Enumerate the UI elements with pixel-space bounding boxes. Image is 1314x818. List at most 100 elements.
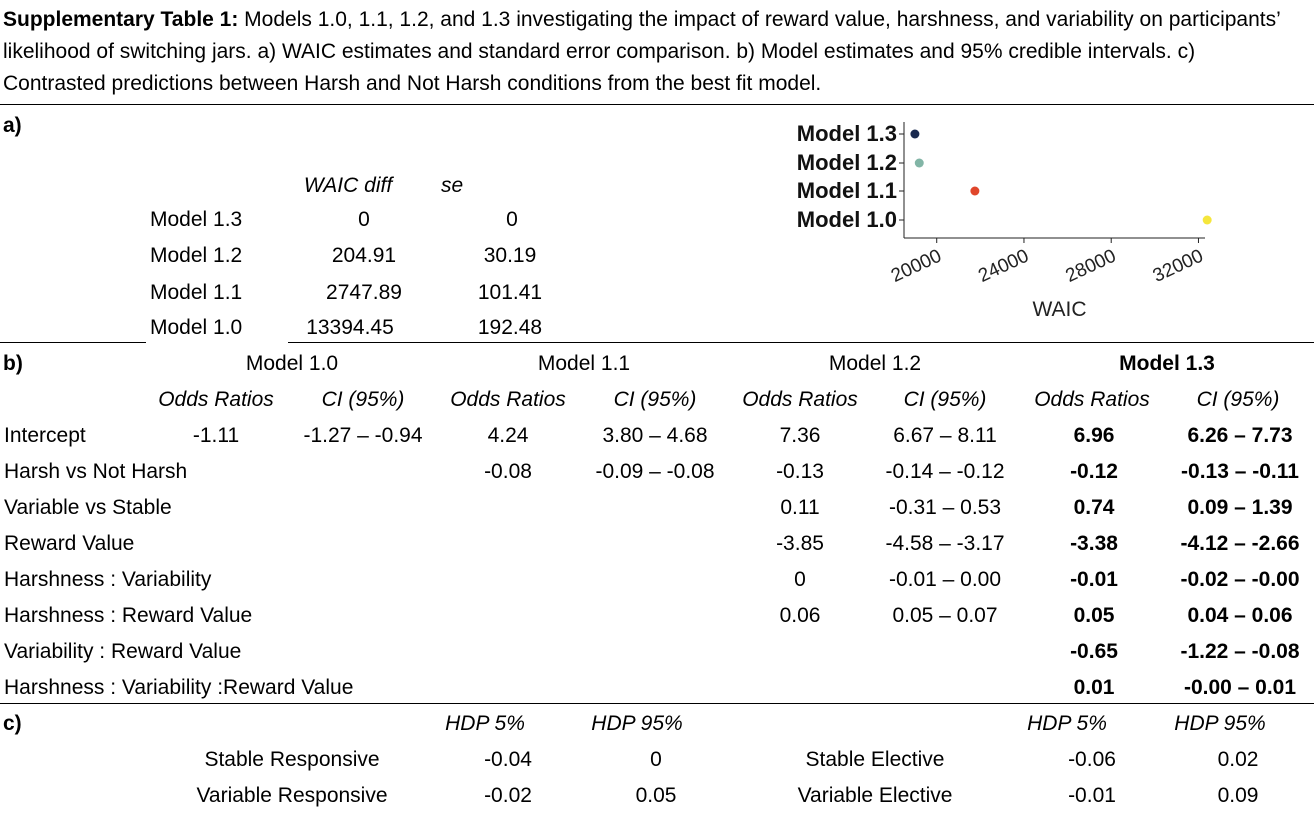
term-label: Harshness : Variability :Reward Value: [4, 676, 354, 699]
x-tick-label: 32000: [1150, 245, 1207, 286]
odds-ratio-cell: 0.01: [1073, 676, 1115, 699]
data-point: [910, 129, 920, 139]
odds-ratio-cell: -3.85: [776, 532, 824, 555]
ci-cell: -1.22 – -0.08: [1180, 640, 1300, 663]
odds-ratio-cell: -0.13: [776, 460, 824, 483]
ci-cell: -0.02 – -0.00: [1180, 568, 1300, 591]
ci-cell: 6.67 – 8.11: [893, 424, 997, 447]
odds-ratio-cell: 0.11: [780, 496, 820, 519]
caption-text: Models 1.0, 1.1, 1.2, and 1.3 investigat…: [3, 8, 1280, 95]
subheader-ci: CI (95%): [321, 388, 405, 411]
contrast-condition: Stable Responsive: [204, 748, 380, 771]
contrast-condition: Variable Elective: [797, 784, 953, 807]
x-tick-label: 20000: [888, 245, 945, 286]
ci-cell: 0.09 – 1.39: [1187, 496, 1293, 519]
odds-ratio-cell: 0.05: [1073, 604, 1115, 627]
header-hdp95-left: HDP 95%: [591, 712, 683, 735]
odds-ratio-cell: -3.38: [1070, 532, 1118, 555]
ci-cell: -0.00 – 0.01: [1183, 676, 1297, 699]
waic-diff-value: 0: [358, 208, 370, 231]
ci-cell: -0.01 – 0.00: [888, 568, 1002, 591]
subheader-odds-ratios: Odds Ratios: [1034, 388, 1150, 411]
model-header-1-2: Model 1.2: [828, 352, 922, 375]
rule-a-left: [0, 342, 146, 343]
odds-ratio-cell: -1.11: [192, 424, 240, 447]
odds-ratio-cell: 7.36: [779, 424, 821, 447]
waic-scatter-plot: Model 1.3 Model 1.2 Model 1.1 Model 1.0 2000…: [797, 121, 1212, 321]
y-tick-label: Model 1.2: [797, 150, 897, 175]
odds-ratio-cell: 4.24: [487, 424, 529, 447]
header-hdp5-right: HDP 5%: [1027, 712, 1107, 735]
x-tick-label: 24000: [975, 245, 1032, 286]
table-caption: Supplementary Table 1: Models 1.0, 1.1, …: [3, 4, 1303, 100]
ci-cell: -0.09 – -0.08: [595, 460, 715, 483]
data-point: [970, 186, 980, 196]
x-axis-label: WAIC: [1032, 298, 1086, 321]
term-label: Harsh vs Not Harsh: [4, 460, 188, 483]
y-tick-label: Model 1.3: [797, 121, 897, 146]
ci-cell: 6.26 – 7.73: [1187, 424, 1293, 447]
rule-top: [0, 104, 1314, 105]
header-hdp5-left: HDP 5%: [445, 712, 525, 735]
contrast-hdp5: -0.02: [484, 784, 532, 807]
waic-se-value: 0: [506, 208, 518, 231]
model-header-1-0: Model 1.0: [245, 352, 339, 375]
subheader-odds-ratios: Odds Ratios: [742, 388, 858, 411]
contrast-hdp5: -0.04: [484, 748, 532, 771]
model-header-1-3: Model 1.3: [1119, 352, 1215, 375]
contrast-condition: Variable Responsive: [196, 784, 388, 807]
waic-se-value: 192.48: [477, 316, 543, 339]
odds-ratio-cell: 0.74: [1073, 496, 1115, 519]
term-label: Reward Value: [4, 532, 135, 555]
odds-ratio-cell: -0.65: [1070, 640, 1118, 663]
waic-model-label: Model 1.3: [150, 208, 243, 231]
section-a-label: a): [3, 114, 22, 137]
ci-cell: 3.80 – 4.68: [602, 424, 708, 447]
contrast-hdp95: 0.02: [1217, 748, 1259, 771]
term-label: Intercept: [4, 424, 86, 447]
header-hdp95-right: HDP 95%: [1174, 712, 1266, 735]
odds-ratio-cell: 6.96: [1073, 424, 1115, 447]
odds-ratio-cell: -0.08: [484, 460, 532, 483]
waic-se-value: 101.41: [477, 281, 543, 304]
subheader-odds-ratios: Odds Ratios: [158, 388, 274, 411]
ci-cell: -4.12 – -2.66: [1180, 532, 1300, 555]
section-b-label: b): [3, 352, 23, 375]
odds-ratio-cell: -0.12: [1070, 460, 1118, 483]
x-tick-label: 28000: [1063, 245, 1120, 286]
contrast-hdp5: -0.01: [1068, 784, 1116, 807]
subheader-ci: CI (95%): [1196, 388, 1280, 411]
subheader-ci: CI (95%): [613, 388, 697, 411]
odds-ratio-cell: 0: [794, 568, 806, 591]
y-tick-label: Model 1.1: [797, 178, 897, 203]
rule-a-cols: [288, 342, 548, 343]
term-label: Variability : Reward Value: [4, 640, 242, 663]
data-point: [1202, 215, 1212, 225]
term-label: Harshness : Reward Value: [4, 604, 253, 627]
waic-se-value: 30.19: [483, 244, 537, 267]
rule-b-bottom: [0, 703, 1314, 704]
contrast-hdp95: 0: [650, 748, 662, 771]
contrast-condition: Stable Elective: [805, 748, 945, 771]
ci-cell: -4.58 – -3.17: [885, 532, 1005, 555]
y-tick-label: Model 1.0: [797, 207, 897, 232]
subheader-odds-ratios: Odds Ratios: [450, 388, 566, 411]
section-c-label: c): [3, 712, 22, 735]
odds-ratio-cell: 0.06: [779, 604, 821, 627]
waic-diff-value: 13394.45: [306, 316, 394, 339]
term-label: Harshness : Variability: [4, 568, 212, 591]
ci-cell: 0.04 – 0.06: [1187, 604, 1293, 627]
subheader-ci: CI (95%): [903, 388, 987, 411]
waic-diff-value: 204.91: [331, 244, 397, 267]
waic-model-label: Model 1.1: [150, 281, 243, 304]
header-se: se: [441, 174, 464, 197]
model-header-1-1: Model 1.1: [537, 352, 631, 375]
waic-model-label: Model 1.2: [150, 244, 243, 267]
term-label: Variable vs Stable: [4, 496, 172, 519]
contrast-hdp5: -0.06: [1068, 748, 1116, 771]
waic-model-label: Model 1.0: [150, 316, 243, 339]
waic-diff-value: 2747.89: [326, 281, 402, 304]
header-waic-diff: WAIC diff: [303, 174, 393, 197]
caption-title: Supplementary Table 1:: [3, 8, 239, 31]
contrast-hdp95: 0.09: [1217, 784, 1259, 807]
